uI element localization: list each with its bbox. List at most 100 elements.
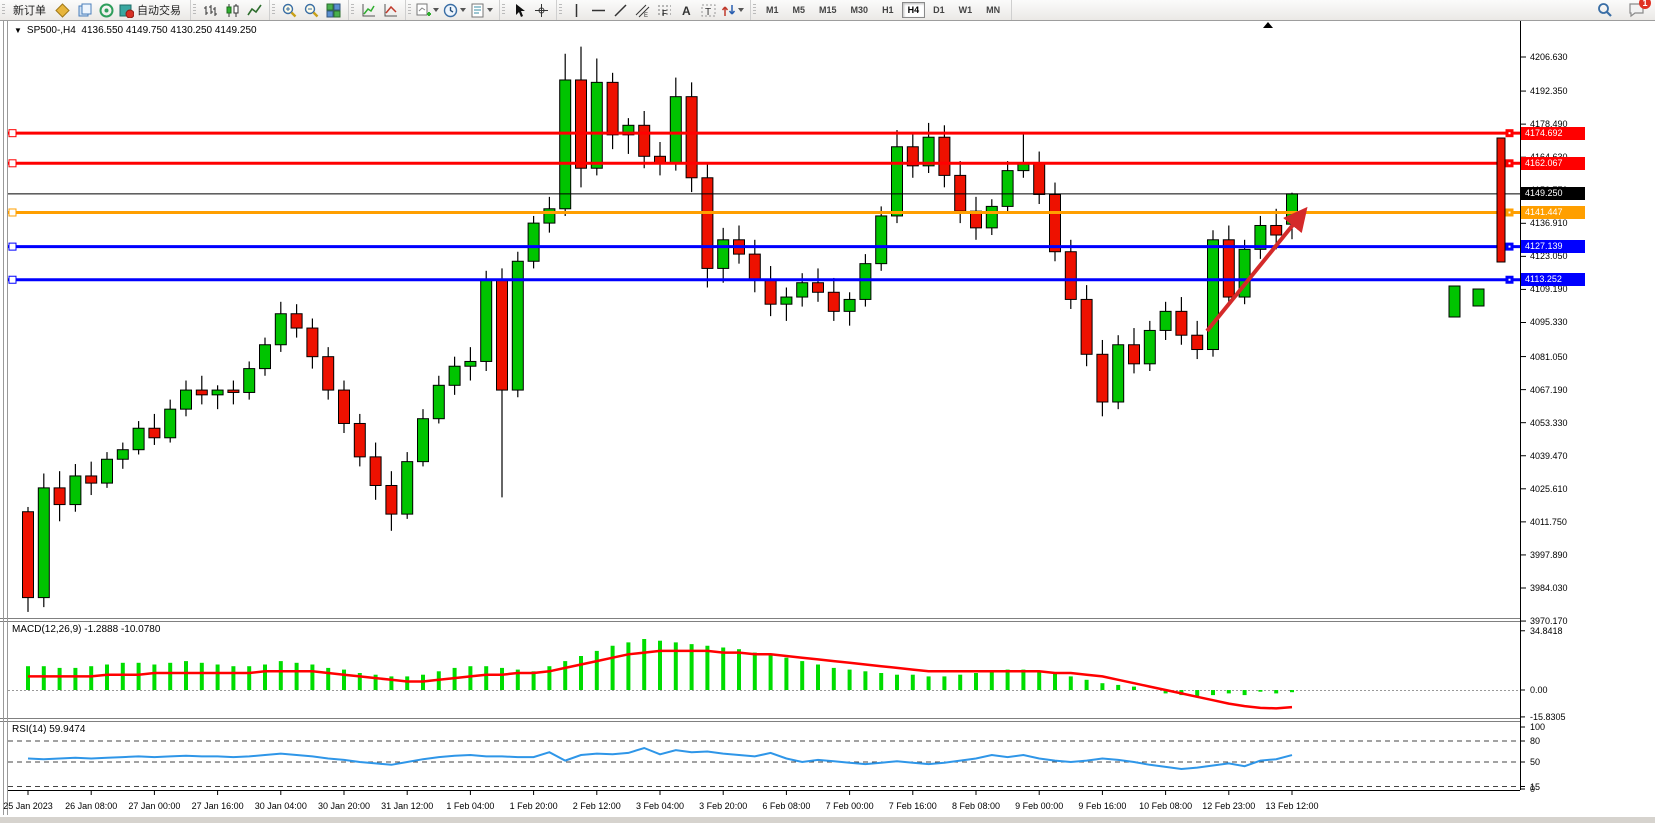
candlestick-icon: [225, 3, 240, 18]
time-label: 30 Jan 20:00: [317, 801, 371, 811]
price-tag-4149.250: 4149.250: [1521, 187, 1585, 201]
bar-chart-button[interactable]: [200, 0, 220, 20]
cursor-icon: [512, 3, 527, 18]
timeframe-M5[interactable]: M5: [792, 5, 806, 15]
time-label: 10 Feb 08:00: [1139, 801, 1193, 811]
zoom-in-button[interactable]: [279, 0, 299, 20]
symbol-dropdown-icon[interactable]: ▼: [14, 26, 22, 35]
text-button[interactable]: A: [676, 0, 696, 20]
dropdown-caret-icon[interactable]: [460, 8, 466, 12]
chart-title: ▼ SP500-,H4 4136.550 4149.750 4130.250 41…: [14, 25, 257, 36]
template-button[interactable]: [469, 0, 494, 20]
dropdown-caret-icon[interactable]: [487, 8, 493, 12]
period-button[interactable]: [442, 0, 467, 20]
label-button[interactable]: T: [698, 0, 718, 20]
timeframe-M30[interactable]: M30: [850, 5, 869, 15]
macd-label: MACD(12,26,9) -1.2888 -10.0780: [12, 624, 161, 635]
windows-group: [349, 0, 406, 20]
zoom-in-icon: [282, 3, 297, 18]
chart-type-group: [191, 0, 270, 20]
macd-pane: [8, 639, 1520, 710]
timeframe-H4[interactable]: H4: [901, 2, 926, 18]
price-tick-label: 3970.170: [1530, 616, 1568, 627]
price-tag-4127.139: 4127.139: [1521, 240, 1585, 254]
search-button[interactable]: [1595, 0, 1615, 20]
indicators-icon: [361, 3, 376, 18]
price-tick-label: 4095.330: [1530, 317, 1568, 328]
signal-icon: [99, 3, 114, 18]
timeframe-M1[interactable]: M1: [766, 5, 779, 15]
edge-artifact-candle: [1472, 288, 1485, 307]
signal-button[interactable]: [96, 0, 116, 20]
arrows-button[interactable]: [720, 0, 745, 20]
level-handle[interactable]: [8, 208, 17, 217]
svg-text:T: T: [705, 7, 711, 18]
zoom-out-button[interactable]: [301, 0, 321, 20]
price-tag-4162.067: 4162.067: [1521, 156, 1585, 170]
crosshair-button[interactable]: [531, 0, 551, 20]
notifications-button[interactable]: 1: [1626, 0, 1651, 20]
dropdown-caret-icon[interactable]: [738, 8, 744, 12]
rsi-tick-label: 80: [1530, 736, 1541, 746]
arrows-icon: [721, 3, 736, 18]
timeframe-group: M1 M5 M15 M30 H1 H4 D1 W1 MN: [751, 0, 1013, 20]
objects-list-button[interactable]: [380, 0, 400, 20]
time-label: 7 Feb 16:00: [888, 801, 937, 811]
hline-button[interactable]: [588, 0, 608, 20]
price-tick-label: 4192.350: [1530, 86, 1568, 97]
line-chart-button[interactable]: [244, 0, 264, 20]
price-tick-label: 4039.470: [1530, 450, 1568, 461]
edge-artifact-bar: [1496, 137, 1506, 263]
zoom-out-icon: [304, 3, 319, 18]
price-tick-label: 3984.030: [1530, 582, 1568, 593]
new-chart-button[interactable]: [415, 0, 440, 20]
timeframe-W1[interactable]: W1: [958, 5, 973, 15]
timeframe-MN[interactable]: MN: [986, 5, 1001, 15]
cursor-group: [500, 0, 557, 20]
line-chart-icon: [246, 3, 262, 18]
level-handle[interactable]: [8, 275, 17, 284]
new-order-button[interactable]: 新订单: [9, 0, 50, 20]
edge-artifact-candle: [1448, 285, 1461, 318]
trendline-button[interactable]: [610, 0, 630, 20]
channel-button[interactable]: E: [632, 0, 652, 20]
tile-windows-button[interactable]: [323, 0, 343, 20]
trend-arrow[interactable]: [1205, 206, 1308, 333]
vertical-line-icon: [569, 3, 584, 18]
level-handle[interactable]: [8, 242, 17, 251]
level-handle[interactable]: [8, 159, 17, 168]
fibonacci-button[interactable]: F: [654, 0, 674, 20]
candlestick-button[interactable]: [222, 0, 242, 20]
price-tick-label: 4136.910: [1530, 218, 1568, 229]
level-handle[interactable]: [8, 129, 17, 138]
timeframe-D1[interactable]: D1: [933, 5, 945, 15]
indicators-button[interactable]: [358, 0, 378, 20]
profiles-button[interactable]: [74, 0, 94, 20]
new-group: [406, 0, 500, 20]
timeframe-H1[interactable]: H1: [882, 5, 894, 15]
rsi-tick-label: 50: [1530, 757, 1541, 767]
vline-button[interactable]: [566, 0, 586, 20]
price-tag-4141.447: 4141.447: [1521, 205, 1585, 219]
time-label: 1 Feb 20:00: [509, 801, 558, 811]
price-tag-4174.692: 4174.692: [1521, 126, 1585, 140]
time-label: 12 Feb 23:00: [1202, 801, 1256, 811]
gold-diamond-button[interactable]: [52, 0, 72, 20]
time-label: 30 Jan 04:00: [254, 801, 307, 811]
crosshair-icon: [534, 3, 549, 18]
horizontal-line-icon: [591, 3, 606, 18]
timeframe-M15[interactable]: M15: [819, 5, 837, 15]
cursor-button[interactable]: [509, 0, 529, 20]
autotrade-button[interactable]: 自动交易: [118, 0, 185, 20]
zoom-group: [270, 0, 349, 20]
trendline-icon: [613, 3, 628, 18]
new-chart-icon: [416, 3, 431, 18]
price-tick-label: 3997.890: [1530, 549, 1568, 560]
time-label: 13 Feb 12:00: [1265, 801, 1319, 811]
dropdown-caret-icon[interactable]: [433, 8, 439, 12]
label-icon: T: [701, 3, 716, 18]
rsi-tick-label: 15: [1530, 781, 1541, 792]
